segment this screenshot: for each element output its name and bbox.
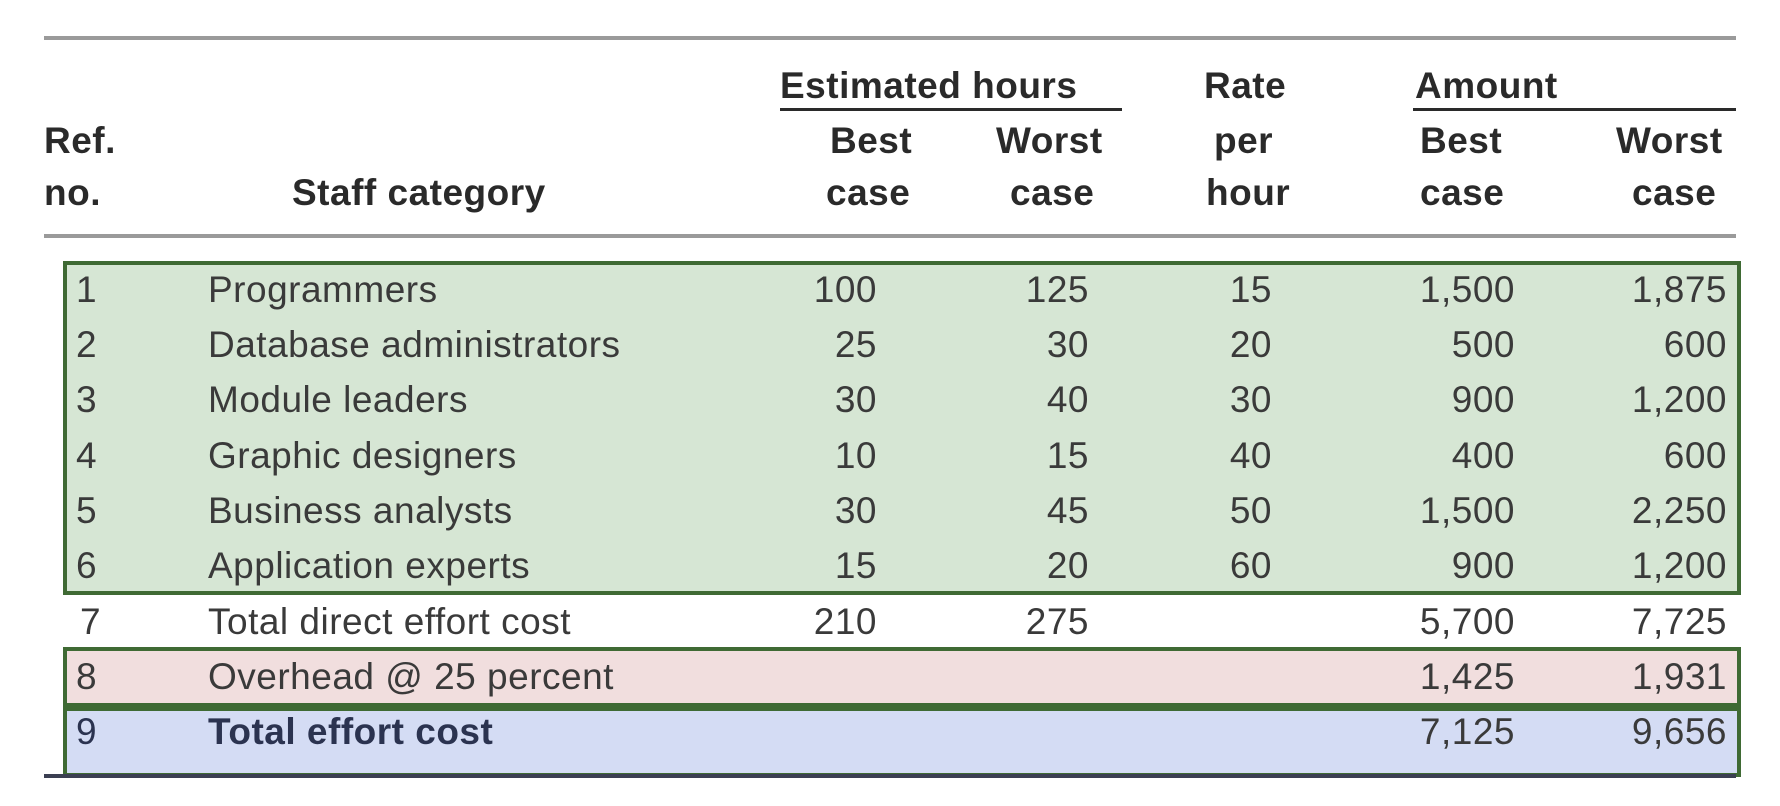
staff-category-header: Staff category (292, 172, 546, 213)
rate-cell: 30 (1229, 379, 1272, 420)
amount-header: Amount (1415, 65, 1558, 106)
amount-worst-cell: 1,875 (1631, 269, 1727, 310)
hours-best-cell: 100 (813, 269, 877, 310)
ref-header: Ref. (44, 120, 116, 161)
category-cell: Database administrators (208, 324, 621, 365)
hours-worst-cell: 40 (1046, 379, 1089, 420)
hours-worst-header-case: case (1010, 172, 1095, 213)
hours-best-header-case: case (826, 172, 911, 213)
ref-cell: 7 (80, 601, 102, 642)
table-row: 6 Application experts 15 20 60 900 1,200 (0, 538, 1780, 594)
overhead-row-highlight (63, 647, 1741, 707)
amount-best-cell: 1,425 (1419, 656, 1515, 697)
amount-worst-header: Worst (1616, 120, 1723, 161)
amount-best-header-case: case (1420, 172, 1505, 213)
rate-header-per: per (1214, 120, 1274, 161)
ref-cell: 2 (76, 324, 98, 365)
table-bottom-rule (44, 774, 1736, 778)
amount-best-cell: 7,125 (1419, 711, 1515, 752)
header-bottom-rule (44, 234, 1736, 238)
rate-header-hour: hour (1206, 172, 1291, 213)
amount-worst-cell: 7,725 (1631, 601, 1727, 642)
table-row: 5 Business analysts 30 45 50 1,500 2,250 (0, 483, 1780, 539)
hours-best-header: Best (830, 120, 913, 161)
rate-cell: 20 (1229, 324, 1272, 365)
amount-best-cell: 1,500 (1419, 490, 1515, 531)
amount-best-cell: 900 (1451, 545, 1515, 586)
amount-worst-cell: 600 (1663, 324, 1727, 365)
rate-cell: 60 (1229, 545, 1272, 586)
category-cell: Graphic designers (208, 435, 517, 476)
total-direct-row: 7 Total direct effort cost 210 275 5,700… (0, 594, 1780, 650)
table-row: 2 Database administrators 25 30 20 500 6… (0, 317, 1780, 373)
hours-worst-cell: 125 (1025, 269, 1089, 310)
rate-cell: 50 (1229, 490, 1272, 531)
hours-worst-header: Worst (996, 120, 1103, 161)
amount-worst-header-case: case (1632, 172, 1717, 213)
ref-cell: 6 (76, 545, 98, 586)
hours-worst-cell: 30 (1046, 324, 1089, 365)
hours-best-cell: 15 (834, 545, 877, 586)
amount-best-cell: 900 (1451, 379, 1515, 420)
category-cell: Programmers (208, 269, 438, 310)
table-row: 4 Graphic designers 10 15 40 400 600 (0, 428, 1780, 484)
table-row: 3 Module leaders 30 40 30 900 1,200 (0, 372, 1780, 428)
category-cell: Total effort cost (208, 711, 494, 752)
hours-best-cell: 30 (834, 379, 877, 420)
overhead-row: 8 Overhead @ 25 percent 1,425 1,931 (0, 649, 1780, 705)
amount-best-cell: 400 (1451, 435, 1515, 476)
amount-best-cell: 1,500 (1419, 269, 1515, 310)
hours-worst-cell: 45 (1046, 490, 1089, 531)
category-cell: Business analysts (208, 490, 513, 531)
hours-best-cell: 10 (834, 435, 877, 476)
table-row: 1 Programmers 100 125 15 1,500 1,875 (0, 262, 1780, 318)
total-effort-row: 9 Total effort cost 7,125 9,656 (0, 704, 1780, 760)
ref-cell: 3 (76, 379, 98, 420)
amount-worst-cell: 1,931 (1631, 656, 1727, 697)
ref-cell: 9 (76, 711, 98, 752)
estimated-hours-underline (780, 108, 1122, 111)
hours-best-cell: 30 (834, 490, 877, 531)
ref-cell: 8 (76, 656, 98, 697)
hours-best-cell: 210 (813, 601, 877, 642)
hours-worst-cell: 20 (1046, 545, 1089, 586)
amount-worst-cell: 600 (1663, 435, 1727, 476)
table-top-rule (44, 36, 1736, 40)
ref-cell: 1 (76, 269, 98, 310)
ref-header-no: no. (44, 172, 101, 213)
rate-cell: 15 (1229, 269, 1272, 310)
amount-best-cell: 5,700 (1419, 601, 1515, 642)
amount-worst-cell: 1,200 (1631, 545, 1727, 586)
category-cell: Module leaders (208, 379, 468, 420)
category-cell: Total direct effort cost (208, 601, 571, 642)
amount-worst-cell: 1,200 (1631, 379, 1727, 420)
hours-worst-cell: 275 (1025, 601, 1089, 642)
amount-worst-cell: 2,250 (1631, 490, 1727, 531)
amount-best-cell: 500 (1451, 324, 1515, 365)
rate-header: Rate (1204, 65, 1287, 106)
amount-best-header: Best (1420, 120, 1503, 161)
staff-rows-highlight (63, 261, 1741, 595)
amount-worst-cell: 9,656 (1631, 711, 1727, 752)
ref-cell: 4 (76, 435, 98, 476)
hours-worst-cell: 15 (1046, 435, 1089, 476)
category-cell: Overhead @ 25 percent (208, 656, 614, 697)
rate-cell: 40 (1229, 435, 1272, 476)
hours-best-cell: 25 (834, 324, 877, 365)
amount-underline (1413, 108, 1736, 111)
ref-cell: 5 (76, 490, 98, 531)
category-cell: Application experts (208, 545, 531, 586)
estimated-hours-header: Estimated hours (780, 65, 1078, 106)
